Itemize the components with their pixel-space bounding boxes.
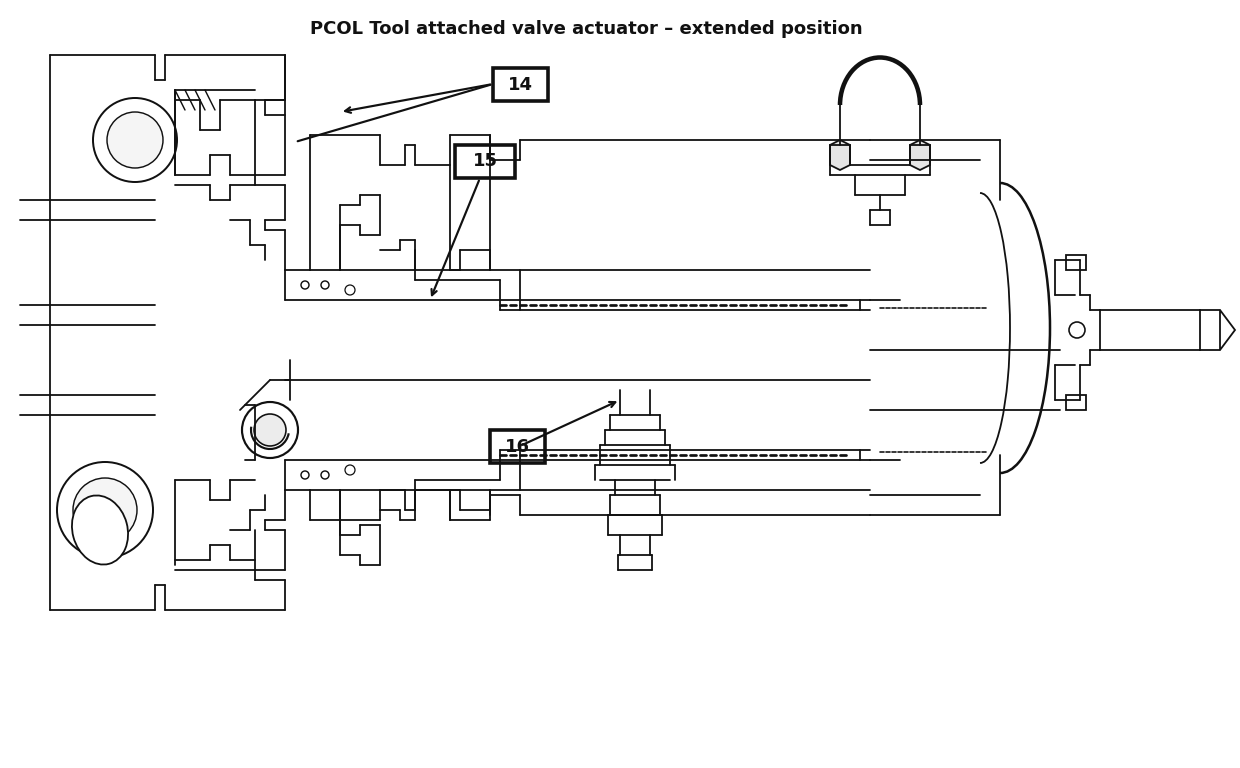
Circle shape: [254, 414, 286, 446]
Text: 15: 15: [472, 153, 497, 170]
Circle shape: [73, 478, 136, 542]
Circle shape: [242, 402, 298, 458]
Circle shape: [57, 462, 153, 558]
Circle shape: [107, 112, 162, 168]
Bar: [490, 430, 546, 463]
Circle shape: [93, 98, 177, 182]
Polygon shape: [1220, 310, 1235, 350]
Bar: [455, 145, 515, 178]
Text: 16: 16: [505, 438, 529, 455]
Bar: [494, 68, 548, 101]
Bar: [1066, 395, 1086, 410]
Polygon shape: [910, 140, 930, 170]
Circle shape: [345, 285, 355, 295]
Bar: [1066, 255, 1086, 270]
Text: PCOL Tool attached valve actuator – extended position: PCOL Tool attached valve actuator – exte…: [310, 20, 863, 38]
Circle shape: [345, 465, 355, 475]
Ellipse shape: [72, 495, 128, 564]
Text: 14: 14: [508, 75, 533, 94]
Polygon shape: [830, 140, 849, 170]
Circle shape: [1069, 322, 1085, 338]
